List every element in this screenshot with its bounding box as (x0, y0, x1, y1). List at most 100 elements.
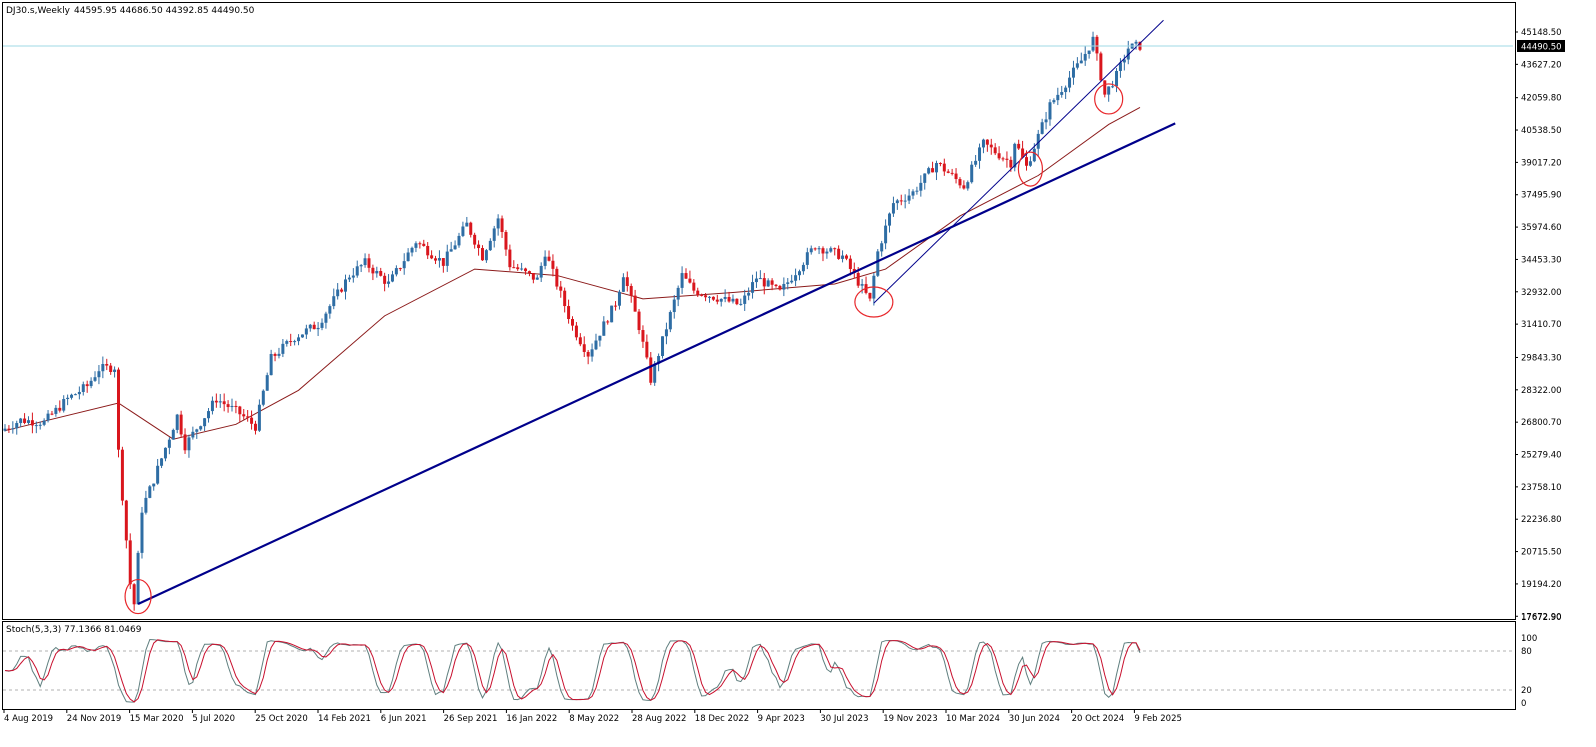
candle-body (825, 251, 829, 254)
candle-body (1068, 77, 1072, 88)
candle-body (798, 271, 801, 276)
candle-body (250, 417, 254, 424)
candle-body (171, 429, 175, 440)
stoch-axis-label: 100 (1521, 634, 1537, 644)
candle-body (3, 428, 7, 431)
candle-body (58, 407, 62, 411)
candle-body (954, 173, 958, 180)
last-price-label: 44490.50 (1521, 42, 1562, 52)
candle-body (934, 163, 938, 173)
candle-body (1060, 92, 1064, 95)
candle-body (978, 147, 982, 161)
candle-body (731, 298, 735, 302)
candle-body (766, 280, 770, 287)
price-axis-label: 35974.60 (1521, 223, 1562, 233)
candle-body (821, 248, 825, 254)
stoch-axis-label: 0 (1521, 699, 1526, 709)
candle-body (672, 299, 676, 313)
candle-body (214, 400, 218, 403)
time-axis-label: 9 Apr 2023 (758, 714, 805, 724)
candle-body (222, 401, 226, 405)
candle-body (911, 191, 915, 196)
candle-body (441, 258, 445, 266)
candle-body (1001, 158, 1005, 160)
price-axis-label: 17672.90 (1521, 612, 1562, 622)
candle-body (457, 235, 461, 246)
candle-body (739, 303, 743, 305)
candle-body (563, 290, 567, 307)
candle-body (340, 289, 344, 292)
candle-body (465, 222, 469, 227)
candle-body (1044, 119, 1048, 123)
candle-body (645, 341, 649, 358)
candle-body (81, 384, 85, 392)
candle-body (907, 195, 911, 201)
candle-body (919, 182, 923, 191)
candle-body (496, 218, 500, 229)
candle-body (1103, 80, 1107, 95)
candle-body (379, 271, 383, 276)
candle-body (751, 282, 755, 293)
candle-body (747, 292, 751, 296)
candle-body (387, 281, 391, 284)
candle-body (754, 278, 758, 283)
candle-body (1118, 62, 1122, 71)
candle-body (899, 200, 903, 202)
candle-body (512, 267, 516, 269)
candle-body (34, 425, 38, 427)
candle-body (453, 245, 457, 250)
candle-body (938, 163, 942, 165)
candle-body (555, 268, 559, 287)
candle-body (85, 384, 89, 387)
candle-body (398, 268, 402, 270)
short-term-trendline[interactable] (873, 19, 1164, 304)
candle-body (844, 255, 848, 259)
candle-body (7, 428, 11, 430)
candle-body (974, 160, 978, 165)
candle-body (633, 295, 637, 312)
price-axis-label: 19194.20 (1521, 580, 1562, 590)
candle-body (316, 327, 320, 330)
candle-body (207, 411, 211, 419)
main-panel-frame (2, 2, 1516, 620)
time-axis-label: 20 Oct 2024 (1072, 714, 1125, 724)
stoch-axis-label: 20 (1521, 686, 1532, 696)
long-term-trendline[interactable] (137, 122, 1176, 605)
candle-body (856, 272, 860, 286)
candle-body (782, 283, 786, 290)
candle-body (1115, 70, 1119, 87)
candle-body (183, 434, 187, 451)
candle-body (363, 258, 367, 266)
candle-body (958, 179, 962, 186)
candle-body (257, 404, 261, 431)
candle-body (696, 290, 700, 295)
candle-body (218, 401, 222, 403)
candle-body (477, 244, 481, 249)
candle-body (277, 353, 281, 356)
time-axis-label: 14 Feb 2021 (318, 714, 371, 724)
candle-body (347, 277, 351, 280)
highlight-circle (854, 286, 894, 318)
candle-body (148, 486, 152, 498)
candle-body (11, 428, 15, 430)
candle-body (1087, 50, 1091, 54)
candle-body (876, 251, 880, 276)
candle-body (418, 243, 422, 245)
candle-body (351, 275, 355, 278)
time-axis-label: 15 Mar 2020 (130, 714, 184, 724)
candle-body (884, 225, 888, 244)
price-axis-label: 29843.30 (1521, 353, 1562, 363)
time-axis-label: 18 Dec 2022 (695, 714, 749, 724)
candle-body (312, 324, 316, 330)
candle-body (187, 437, 191, 451)
candle-body (167, 439, 171, 448)
candle-body (461, 226, 465, 236)
candle-body (962, 185, 966, 189)
candle-body (434, 258, 438, 261)
time-axis-label: 26 Sep 2021 (444, 714, 498, 724)
candle-body (770, 280, 774, 285)
candle-body (923, 173, 927, 183)
candle-body (77, 391, 81, 395)
